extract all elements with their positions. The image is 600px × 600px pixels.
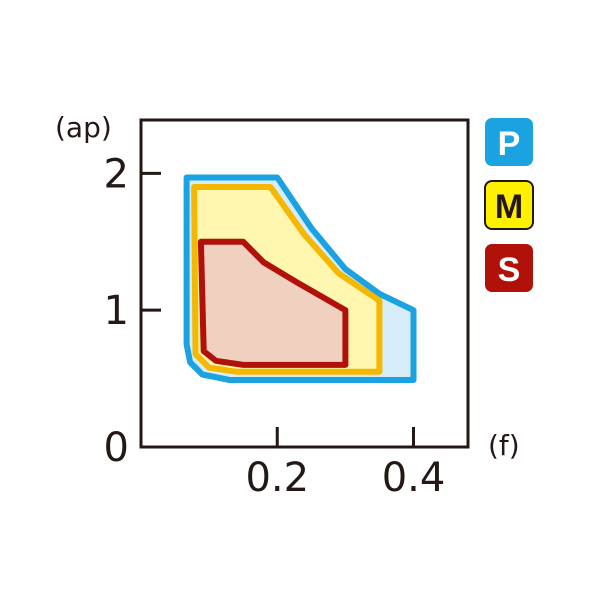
x-tick-label: 0.2	[245, 455, 309, 501]
legend-swatch-P	[485, 118, 533, 166]
y-tick-label: 2	[104, 151, 129, 197]
x-axis-label: (f)	[488, 429, 520, 462]
legend-swatch-S	[485, 244, 533, 292]
y-tick-label: 0	[104, 425, 129, 471]
legend-label-M: M	[495, 188, 523, 226]
y-tick-label: 1	[104, 288, 129, 334]
region-S	[197, 238, 349, 368]
plot-frame	[139, 118, 470, 449]
legend-swatch-M	[484, 180, 534, 230]
x-tick-label: 0.4	[382, 455, 446, 501]
legend-label-S: S	[498, 251, 521, 289]
y-axis-label: (ap)	[55, 111, 112, 144]
legend-label-P: P	[498, 125, 521, 163]
